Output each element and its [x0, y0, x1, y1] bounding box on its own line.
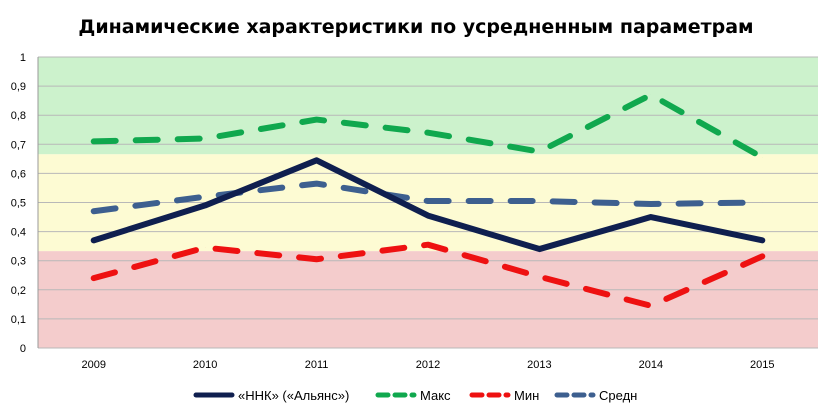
x-tick-label: 2014	[639, 359, 663, 371]
x-tick-label: 2011	[305, 359, 329, 371]
background-band-0	[38, 251, 818, 348]
x-tick-label: 2012	[416, 359, 440, 371]
legend-label-1: Макс	[420, 388, 451, 403]
y-tick-label: 0,2	[11, 285, 26, 297]
x-tick-label: 2009	[81, 359, 105, 371]
y-tick-label: 0,7	[11, 139, 26, 151]
chart-title: Динамические характеристики по усредненн…	[78, 16, 754, 38]
y-tick-label: 0,8	[11, 110, 26, 122]
x-tick-label: 2015	[750, 359, 774, 371]
y-tick-label: 0,3	[11, 256, 26, 268]
y-tick-label: 0,9	[11, 81, 26, 93]
y-tick-label: 0,5	[11, 198, 26, 210]
y-tick-label: 0,1	[11, 314, 26, 326]
x-tick-label: 2010	[193, 359, 217, 371]
background-band-2	[38, 57, 818, 155]
legend-label-2: Мин	[514, 388, 539, 403]
y-tick-label: 0,4	[11, 227, 26, 239]
legend-label-0: «ННК» («Альянс»)	[238, 388, 349, 403]
x-tick-label: 2013	[527, 359, 551, 371]
y-tick-label: 0,6	[11, 168, 26, 180]
y-tick-label: 1	[20, 52, 26, 64]
legend-label-3: Средн	[599, 388, 637, 403]
y-tick-label: 0	[20, 343, 26, 355]
